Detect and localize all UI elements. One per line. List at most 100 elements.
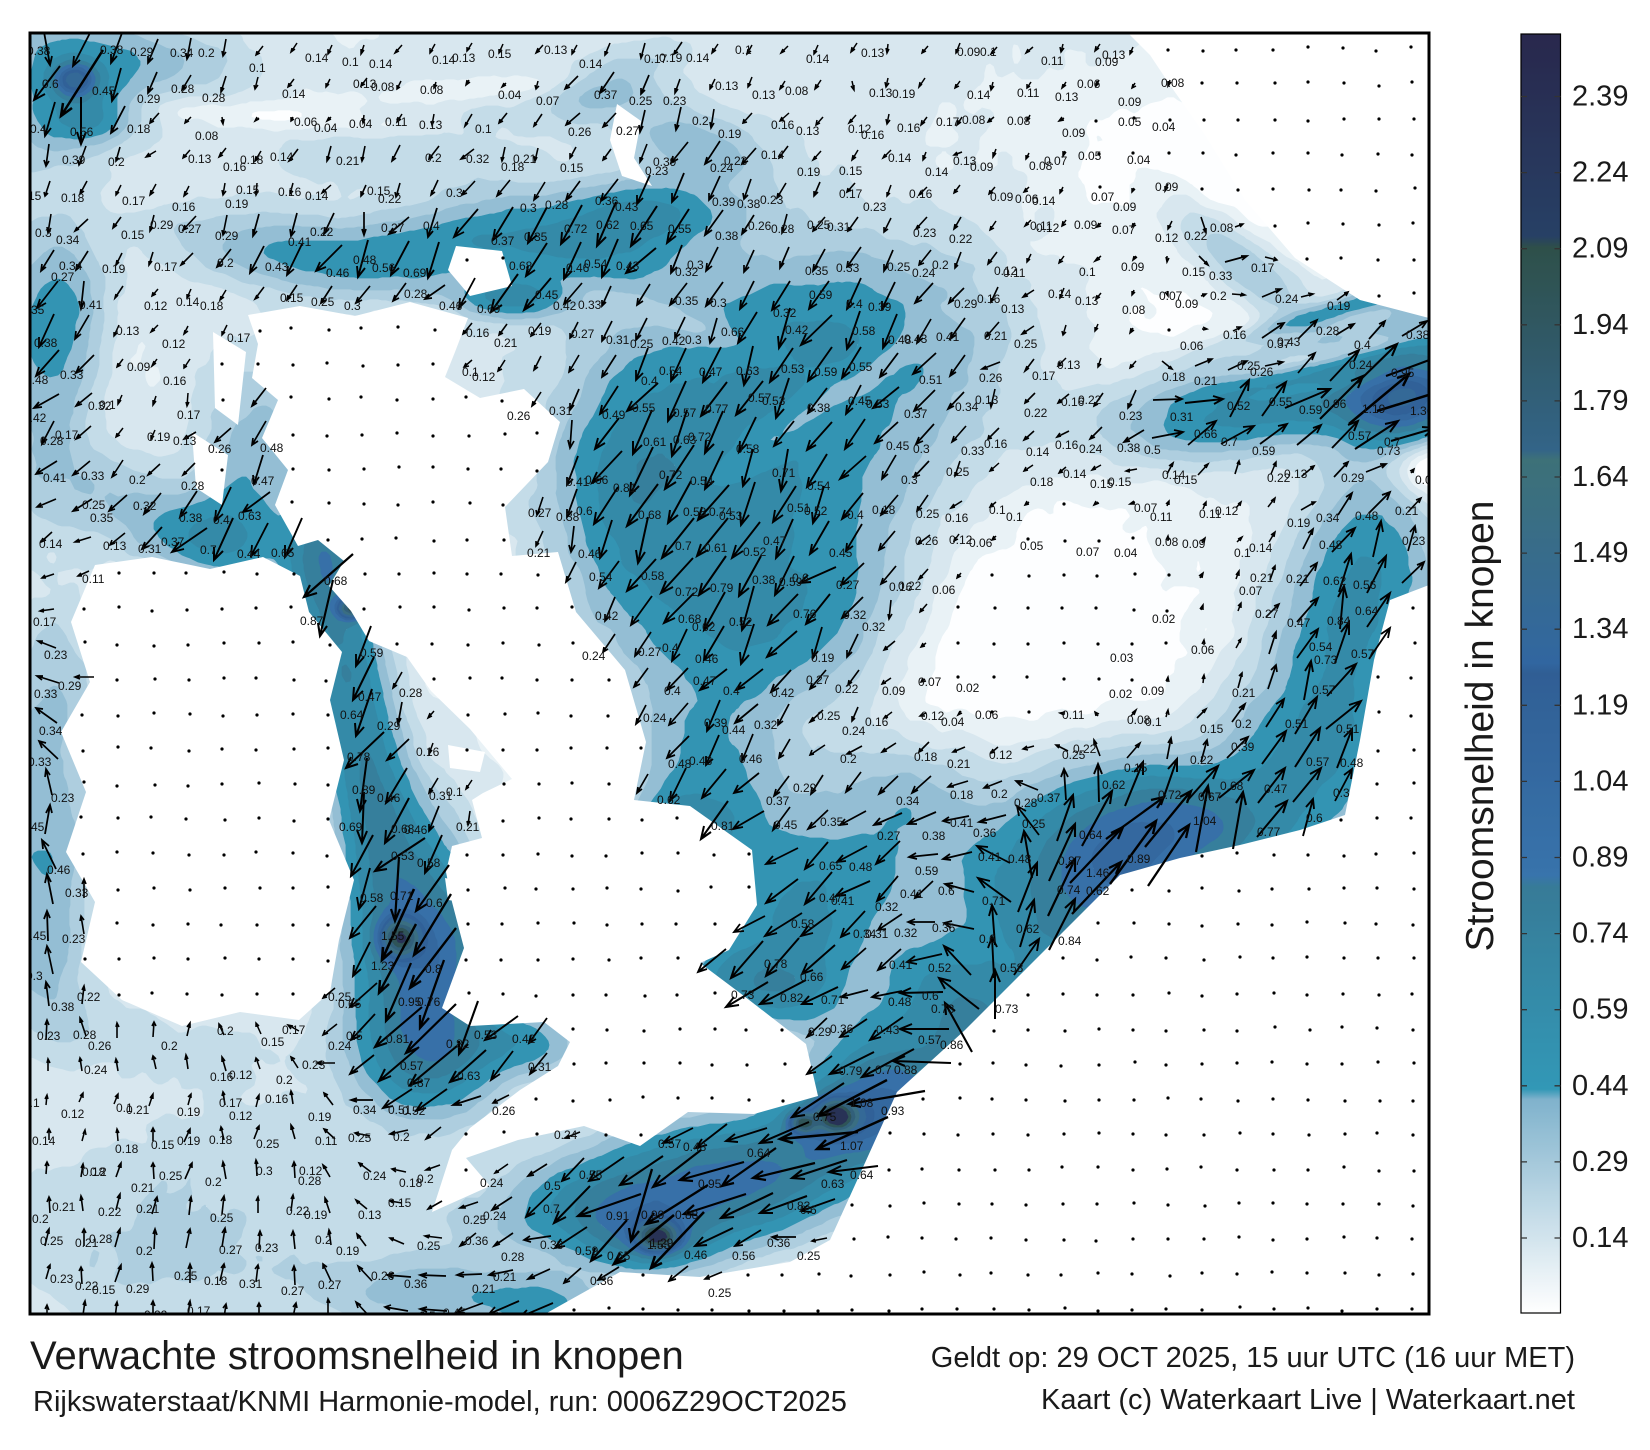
svg-text:0.17: 0.17 <box>936 115 960 129</box>
svg-text:0.27: 0.27 <box>318 1278 342 1292</box>
svg-text:0.56: 0.56 <box>70 125 94 139</box>
svg-text:0.11: 0.11 <box>1150 510 1173 524</box>
svg-text:0.25: 0.25 <box>887 260 911 274</box>
svg-text:0.18: 0.18 <box>1030 475 1054 489</box>
svg-text:0.22: 0.22 <box>286 1204 310 1218</box>
svg-text:0.28: 0.28 <box>1014 796 1038 810</box>
svg-text:0.1: 0.1 <box>1234 546 1251 560</box>
svg-text:0.58: 0.58 <box>360 891 384 905</box>
svg-text:0.15: 0.15 <box>236 183 260 197</box>
svg-text:0.06: 0.06 <box>975 708 999 722</box>
svg-text:0.19: 0.19 <box>892 87 916 101</box>
svg-text:Kaart (c) Waterkaart Live | Wa: Kaart (c) Waterkaart Live | Waterkaart.n… <box>1041 1384 1575 1416</box>
svg-text:0.41: 0.41 <box>288 235 312 249</box>
svg-text:0.15: 0.15 <box>1200 722 1224 736</box>
svg-text:0.2: 0.2 <box>692 114 709 128</box>
svg-text:0.3: 0.3 <box>913 442 930 456</box>
svg-text:0.08: 0.08 <box>1161 76 1185 90</box>
svg-text:0.14: 0.14 <box>270 150 294 164</box>
svg-text:0.31: 0.31 <box>827 220 851 234</box>
svg-text:0.41: 0.41 <box>978 850 1002 864</box>
svg-text:0.45: 0.45 <box>886 439 910 453</box>
svg-text:0.13: 0.13 <box>1057 358 1081 372</box>
svg-text:0.48: 0.48 <box>683 1140 707 1154</box>
svg-text:0.4: 0.4 <box>423 219 440 233</box>
svg-text:0.48: 0.48 <box>25 373 49 387</box>
svg-text:0.51: 0.51 <box>388 1103 412 1117</box>
svg-text:0.08: 0.08 <box>1210 221 1234 235</box>
svg-text:0.4: 0.4 <box>30 122 47 136</box>
svg-text:0.38: 0.38 <box>922 829 946 843</box>
svg-text:0.7: 0.7 <box>875 1063 892 1077</box>
svg-text:0.13: 0.13 <box>861 46 885 60</box>
svg-text:0.6: 0.6 <box>792 571 809 585</box>
svg-text:0.27: 0.27 <box>178 222 202 236</box>
svg-text:0.36: 0.36 <box>595 194 619 208</box>
svg-text:0.36: 0.36 <box>465 1234 489 1248</box>
svg-text:0.11: 0.11 <box>315 1134 338 1148</box>
svg-text:0.23: 0.23 <box>863 200 887 214</box>
svg-text:0.19: 0.19 <box>528 324 552 338</box>
svg-text:0.7: 0.7 <box>1384 435 1401 449</box>
svg-text:0.19: 0.19 <box>308 1110 332 1124</box>
svg-text:0.15: 0.15 <box>839 164 863 178</box>
svg-text:0.14: 0.14 <box>369 57 393 71</box>
svg-text:0.53: 0.53 <box>474 1028 498 1042</box>
svg-text:0.48: 0.48 <box>668 757 692 771</box>
svg-text:0.51: 0.51 <box>1285 717 1309 731</box>
svg-text:0.89: 0.89 <box>1572 842 1628 874</box>
svg-text:0.16: 0.16 <box>278 185 302 199</box>
svg-text:0.09: 0.09 <box>1074 218 1098 232</box>
svg-text:0.46: 0.46 <box>404 823 428 837</box>
svg-text:0.08: 0.08 <box>371 80 395 94</box>
svg-text:0.25: 0.25 <box>159 1169 183 1183</box>
svg-text:0.21: 0.21 <box>947 757 971 771</box>
svg-text:0.4: 0.4 <box>847 508 864 522</box>
svg-text:0.22: 0.22 <box>835 682 859 696</box>
svg-text:0.37: 0.37 <box>161 535 185 549</box>
svg-text:0.6: 0.6 <box>42 77 59 91</box>
svg-text:0.1: 0.1 <box>1145 715 1162 729</box>
svg-text:0.02: 0.02 <box>956 681 980 695</box>
svg-text:0.2: 0.2 <box>417 1172 434 1186</box>
svg-text:0.2: 0.2 <box>840 752 857 766</box>
svg-text:0.6: 0.6 <box>426 896 443 910</box>
svg-text:0.54: 0.54 <box>659 364 683 378</box>
svg-text:0.2: 0.2 <box>932 258 949 272</box>
svg-text:0.42: 0.42 <box>23 411 47 425</box>
svg-text:0.43: 0.43 <box>616 259 640 273</box>
svg-text:0.16: 0.16 <box>1223 328 1247 342</box>
svg-text:0.15: 0.15 <box>367 184 391 198</box>
svg-text:0.22: 0.22 <box>144 1308 168 1322</box>
svg-text:0.22: 0.22 <box>1267 471 1291 485</box>
svg-text:0.08: 0.08 <box>1415 473 1439 487</box>
svg-text:0.76: 0.76 <box>417 995 441 1009</box>
svg-text:0.09: 0.09 <box>1113 200 1137 214</box>
svg-text:0.05: 0.05 <box>1020 539 1044 553</box>
svg-text:0.45: 0.45 <box>848 394 872 408</box>
svg-text:0.06: 0.06 <box>969 536 993 550</box>
svg-text:0.26: 0.26 <box>507 409 531 423</box>
svg-text:0.57: 0.57 <box>1348 429 1372 443</box>
svg-text:0.23: 0.23 <box>913 226 937 240</box>
svg-text:0.79: 0.79 <box>710 581 734 595</box>
svg-text:0.45: 0.45 <box>829 546 853 560</box>
svg-text:0.31: 0.31 <box>1170 410 1194 424</box>
svg-text:0.57: 0.57 <box>1306 755 1330 769</box>
svg-text:0.42: 0.42 <box>771 686 795 700</box>
svg-text:0.38: 0.38 <box>1406 328 1430 342</box>
svg-text:0.21: 0.21 <box>472 1282 496 1296</box>
svg-text:0.15: 0.15 <box>261 1035 285 1049</box>
svg-text:0.78: 0.78 <box>764 957 788 971</box>
svg-text:0.12: 0.12 <box>144 299 168 313</box>
svg-text:0.38: 0.38 <box>807 401 831 415</box>
svg-text:0.22: 0.22 <box>1024 406 1048 420</box>
svg-text:0.63: 0.63 <box>821 1177 845 1191</box>
svg-text:0.18: 0.18 <box>501 160 525 174</box>
svg-text:0.33: 0.33 <box>60 368 84 382</box>
svg-text:0.06: 0.06 <box>932 583 956 597</box>
svg-text:0.82: 0.82 <box>780 991 804 1005</box>
svg-text:0.55: 0.55 <box>849 360 873 374</box>
svg-text:0.13: 0.13 <box>419 118 443 132</box>
svg-text:0.1: 0.1 <box>1079 265 1096 279</box>
